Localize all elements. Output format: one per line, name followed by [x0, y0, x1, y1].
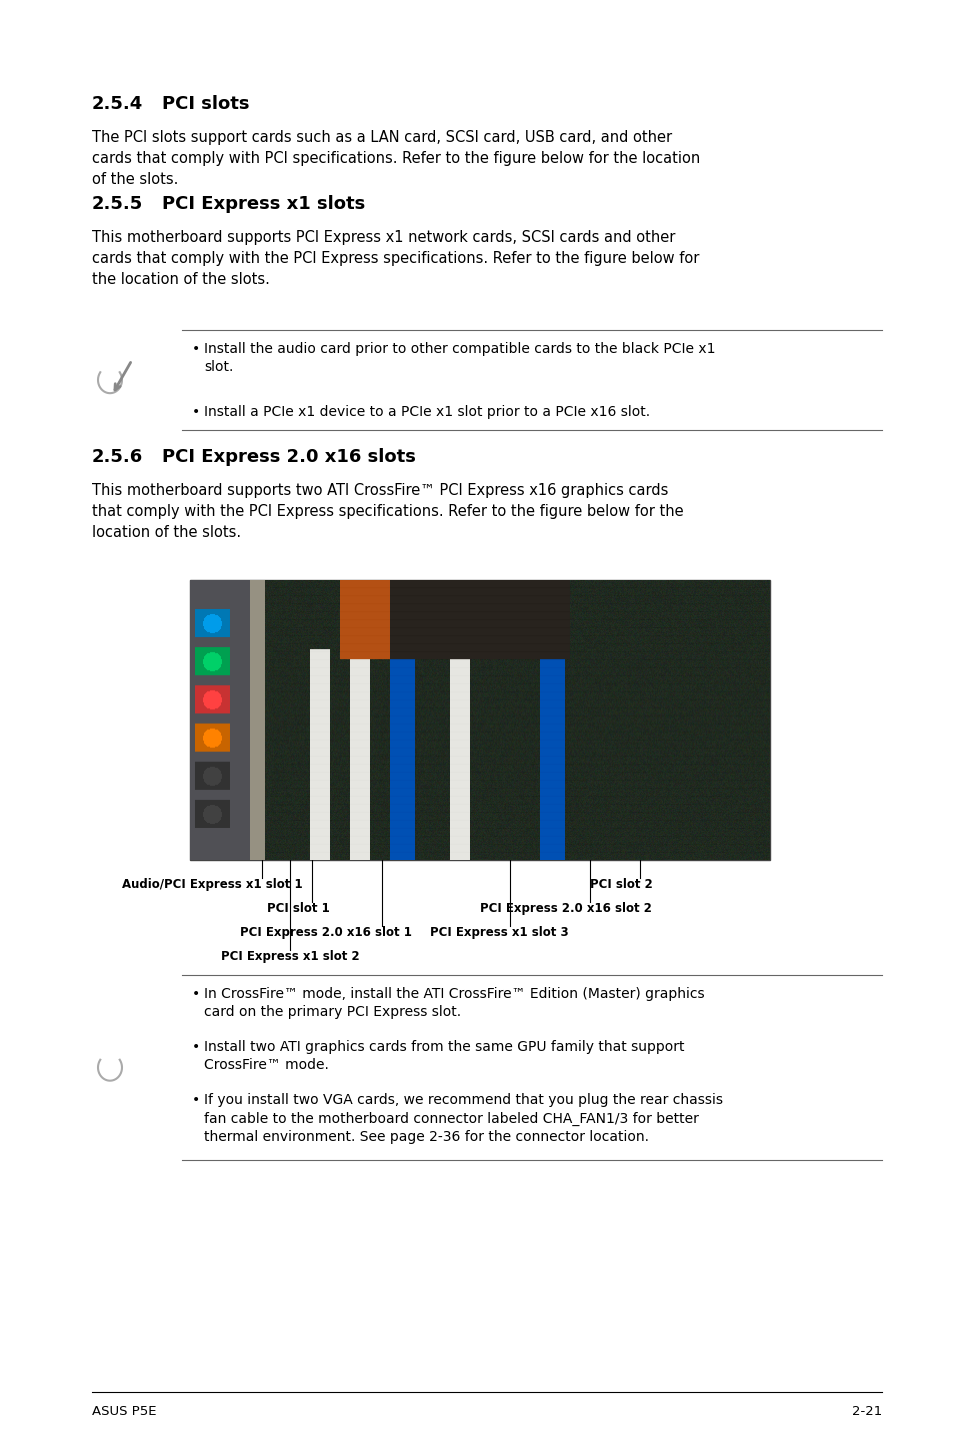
- Text: •: •: [192, 1093, 200, 1107]
- Text: PCI Express x1 slots: PCI Express x1 slots: [162, 196, 365, 213]
- Text: 2.5.4: 2.5.4: [91, 95, 143, 114]
- Text: PCI slot 2: PCI slot 2: [589, 879, 652, 892]
- Text: In CrossFire™ mode, install the ATI CrossFire™ Edition (Master) graphics
card on: In CrossFire™ mode, install the ATI Cros…: [204, 986, 704, 1020]
- Text: ASUS P5E: ASUS P5E: [91, 1405, 156, 1418]
- Text: 2.5.5: 2.5.5: [91, 196, 143, 213]
- Text: Install a PCIe x1 device to a PCIe x1 slot prior to a PCIe x16 slot.: Install a PCIe x1 device to a PCIe x1 sl…: [204, 406, 649, 418]
- Text: PCI Express x1 slot 3: PCI Express x1 slot 3: [430, 926, 568, 939]
- Text: Install two ATI graphics cards from the same GPU family that support
CrossFire™ : Install two ATI graphics cards from the …: [204, 1040, 684, 1073]
- Text: The PCI slots support cards such as a LAN card, SCSI card, USB card, and other
c: The PCI slots support cards such as a LA…: [91, 129, 700, 187]
- Text: •: •: [192, 342, 200, 357]
- Text: PCI slots: PCI slots: [162, 95, 250, 114]
- Text: If you install two VGA cards, we recommend that you plug the rear chassis
fan ca: If you install two VGA cards, we recomme…: [204, 1093, 722, 1145]
- Text: PCI Express 2.0 x16 slot 2: PCI Express 2.0 x16 slot 2: [479, 902, 651, 915]
- Text: •: •: [192, 406, 200, 418]
- Text: This motherboard supports two ATI CrossFire™ PCI Express x16 graphics cards
that: This motherboard supports two ATI CrossF…: [91, 483, 683, 541]
- Text: •: •: [192, 986, 200, 1001]
- Text: PCI Express 2.0 x16 slot 1: PCI Express 2.0 x16 slot 1: [240, 926, 412, 939]
- Text: Audio/PCI Express x1 slot 1: Audio/PCI Express x1 slot 1: [122, 879, 302, 892]
- Text: 2-21: 2-21: [851, 1405, 882, 1418]
- Text: •: •: [192, 1040, 200, 1054]
- Text: This motherboard supports PCI Express x1 network cards, SCSI cards and other
car: This motherboard supports PCI Express x1…: [91, 230, 699, 288]
- Text: 2.5.6: 2.5.6: [91, 449, 143, 466]
- Text: PCI Express 2.0 x16 slots: PCI Express 2.0 x16 slots: [162, 449, 416, 466]
- Bar: [190, 580, 769, 860]
- Text: Install the audio card prior to other compatible cards to the black PCIe x1
slot: Install the audio card prior to other co…: [204, 342, 715, 374]
- Text: PCI Express x1 slot 2: PCI Express x1 slot 2: [220, 951, 359, 963]
- Text: PCI slot 1: PCI slot 1: [267, 902, 330, 915]
